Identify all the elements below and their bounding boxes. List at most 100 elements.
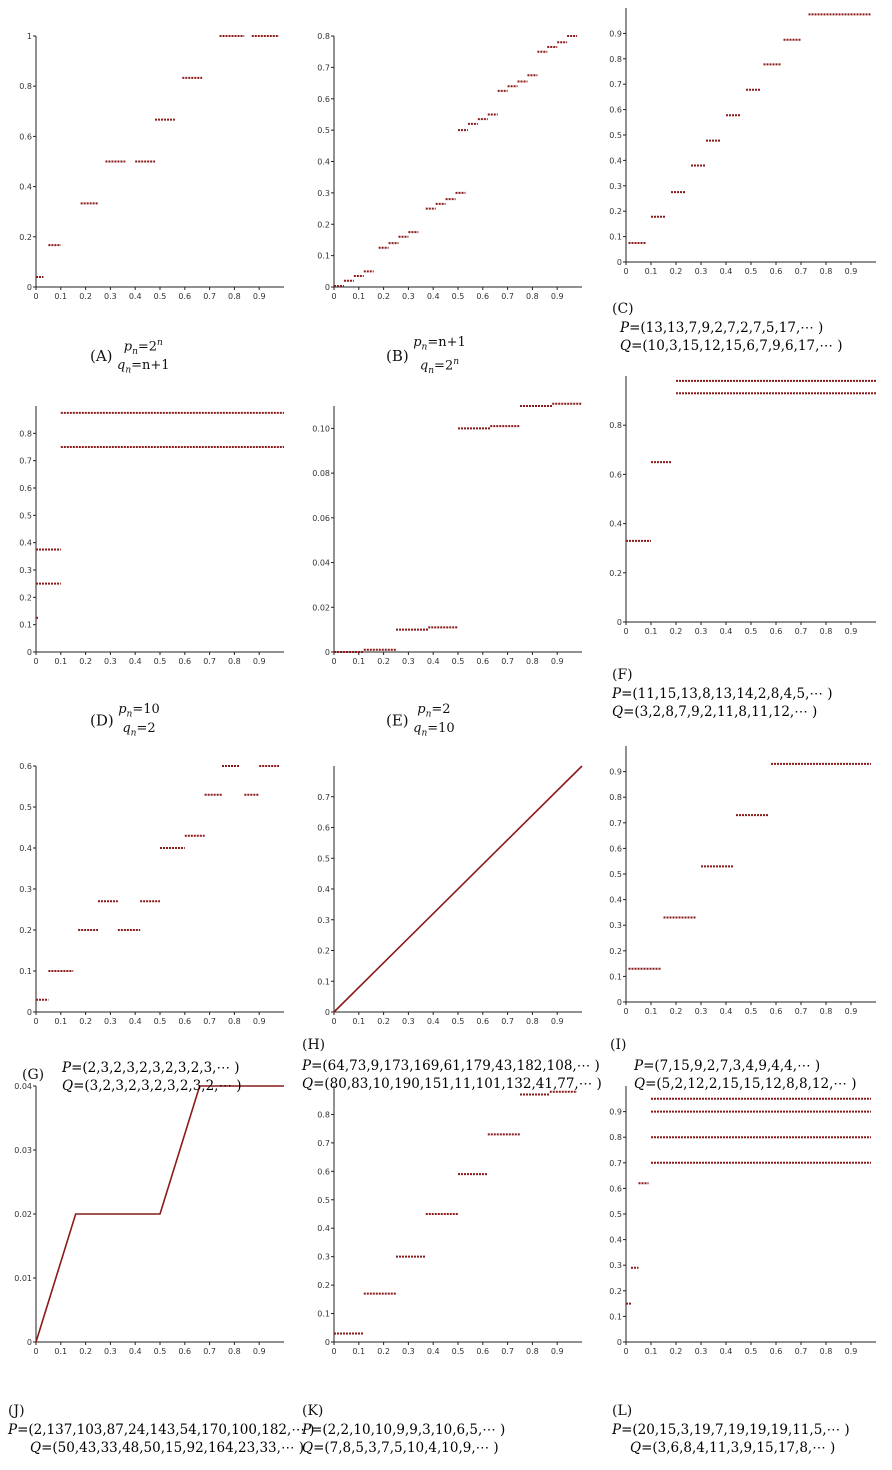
x-tick-label: 0 <box>623 1007 628 1016</box>
x-tick-label: 0.9 <box>551 292 564 301</box>
caption-j-letter: (J) <box>8 1403 25 1419</box>
x-tick-label: 0.6 <box>476 1347 489 1356</box>
y-tick-label: 0.04 <box>312 559 330 568</box>
y-tick-label: 0.02 <box>312 603 330 612</box>
y-tick-label: 0.2 <box>19 593 32 602</box>
x-tick-label: 0.7 <box>501 1017 514 1026</box>
x-tick-label: 0.9 <box>551 657 564 666</box>
x-tick-label: 0.3 <box>695 267 708 276</box>
x-tick-label: 0.6 <box>178 292 191 301</box>
x-tick-label: 0 <box>331 292 336 301</box>
x-tick-label: 0.9 <box>845 1007 858 1016</box>
y-tick-label: 0.2 <box>19 926 32 935</box>
y-tick-label: 0.7 <box>609 80 622 89</box>
y-tick-label: 0.2 <box>609 1287 622 1296</box>
x-tick-label: 0.4 <box>129 1017 142 1026</box>
x-tick-label: 0.7 <box>203 292 216 301</box>
x-tick-label: 0.3 <box>695 1347 708 1356</box>
y-tick-label: 0.01 <box>14 1274 32 1283</box>
y-tick-label: 0.5 <box>609 131 622 140</box>
caption-f-q: Q=(3,2,8,7,9,2,11,8,11,12,⋯ ) <box>612 704 818 720</box>
y-tick-label: 0.1 <box>317 1310 330 1319</box>
x-tick-label: 0 <box>33 1017 38 1026</box>
x-tick-label: 0.2 <box>670 1007 683 1016</box>
x-tick-label: 0 <box>33 292 38 301</box>
x-tick-label: 0.4 <box>427 292 440 301</box>
y-tick-label: 0.6 <box>609 106 622 115</box>
x-tick-label: 0.2 <box>377 657 390 666</box>
y-tick-label: 0 <box>325 283 330 292</box>
y-tick-label: 0.6 <box>19 132 32 141</box>
x-tick-label: 0.2 <box>670 267 683 276</box>
y-tick-label: 0.3 <box>609 182 622 191</box>
x-tick-label: 0.6 <box>770 267 783 276</box>
y-tick-label: 0 <box>27 648 32 657</box>
x-tick-label: 0.7 <box>501 1347 514 1356</box>
panel-l-plot: 0 0.1 0.2 0.3 0.4 0.5 0.6 0.7 0.8 0.9 0 0.1 0.2 0.3 0.… <box>609 1086 876 1356</box>
caption-h-q: Q=(80,83,10,190,151,11,101,132,41,77,⋯ ) <box>302 1076 602 1092</box>
x-tick-label: 0.3 <box>104 1017 117 1026</box>
x-tick-label: 0.3 <box>695 1007 708 1016</box>
y-tick-label: 0.8 <box>19 82 32 91</box>
x-tick-label: 0.8 <box>228 1347 241 1356</box>
y-tick-label: 0 <box>325 1008 330 1017</box>
x-tick-label: 0 <box>331 657 336 666</box>
x-tick-label: 0.7 <box>203 1347 216 1356</box>
caption-j-q: Q=(50,43,33,48,50,15,92,164,23,33,⋯ ) <box>30 1440 304 1456</box>
caption-a-formula: pn=2n qn=n+1 <box>117 338 170 376</box>
y-tick-label: 1 <box>27 32 32 41</box>
y-tick-label: 0.5 <box>317 854 330 863</box>
x-tick-label: 0.7 <box>795 1347 808 1356</box>
y-tick-label: 0.8 <box>317 32 330 41</box>
y-tick-label: 0.4 <box>609 156 622 165</box>
x-tick-label: 0.1 <box>645 1007 658 1016</box>
y-tick-label: 0.4 <box>609 896 622 905</box>
y-tick-label: 0.6 <box>19 484 32 493</box>
x-tick-label: 0.1 <box>54 657 67 666</box>
panel-h-plot: 0 0.1 0.2 0.3 0.4 0.5 0.6 0.7 0.8 0.9 0 0.1 0.2 0.3 0.… <box>317 765 583 1026</box>
y-tick-label: 0.4 <box>19 844 32 853</box>
y-tick-label: 0 <box>325 648 330 657</box>
y-tick-label: 0.8 <box>609 55 622 64</box>
y-tick-label: 0.7 <box>609 1159 622 1168</box>
x-tick-label: 0.2 <box>79 1347 92 1356</box>
y-tick-label: 0.9 <box>609 768 622 777</box>
y-tick-label: 0.3 <box>317 189 330 198</box>
y-tick-label: 0.2 <box>609 947 622 956</box>
series-line <box>35 1085 284 1343</box>
caption-d-letter: (D) <box>90 711 114 730</box>
y-tick-label: 0.6 <box>609 470 622 479</box>
caption-d: (D) pn=10 qn=2 <box>90 703 160 740</box>
x-tick-label: 0.2 <box>670 627 683 636</box>
y-tick-label: 0 <box>27 1008 32 1017</box>
x-tick-label: 0.8 <box>526 1017 539 1026</box>
x-tick-label: 0.6 <box>770 627 783 636</box>
y-tick-label: 0 <box>325 1338 330 1347</box>
x-tick-label: 0.1 <box>54 1347 67 1356</box>
x-tick-label: 0.5 <box>154 1347 167 1356</box>
panel-f-plot: 0 0.1 0.2 0.3 0.4 0.5 0.6 0.7 0.8 0.9 0 0.2 0.4 0.6 0.… <box>609 376 876 636</box>
caption-i-letter: (I) <box>610 1037 627 1053</box>
x-tick-label: 0.1 <box>645 627 658 636</box>
x-tick-label: 0.4 <box>720 1007 733 1016</box>
y-tick-label: 0.1 <box>609 972 622 981</box>
y-tick-label: 0.6 <box>609 1184 622 1193</box>
x-tick-label: 0.8 <box>526 292 539 301</box>
caption-c-p: P=(13,13,7,9,2,7,2,7,5,17,⋯ ) <box>620 320 824 336</box>
x-tick-label: 0.6 <box>178 1017 191 1026</box>
caption-k-p: P=(2,2,10,10,9,9,3,10,6,5,⋯ ) <box>302 1422 506 1438</box>
y-tick-label: 0.9 <box>609 29 622 38</box>
x-tick-label: 0.4 <box>129 657 142 666</box>
x-tick-label: 0.4 <box>720 627 733 636</box>
x-tick-label: 0.3 <box>104 292 117 301</box>
caption-i-p: P=(7,15,9,2,7,3,4,9,4,4,⋯ ) <box>634 1058 821 1074</box>
x-tick-label: 0.1 <box>645 267 658 276</box>
x-tick-label: 0.2 <box>79 657 92 666</box>
caption-e: (E) pn=2 qn=10 <box>386 703 455 740</box>
caption-f-p: P=(11,15,13,8,13,14,2,8,4,5,⋯ ) <box>612 686 833 702</box>
x-tick-label: 0.6 <box>476 1017 489 1026</box>
x-tick-label: 0.4 <box>427 657 440 666</box>
panel-i-plot: 0 0.1 0.2 0.3 0.4 0.5 0.6 0.7 0.8 0.9 0 0.1 0.2 0.3 0.… <box>609 746 876 1016</box>
x-tick-label: 0.8 <box>228 657 241 666</box>
y-tick-label: 0 <box>617 998 622 1007</box>
